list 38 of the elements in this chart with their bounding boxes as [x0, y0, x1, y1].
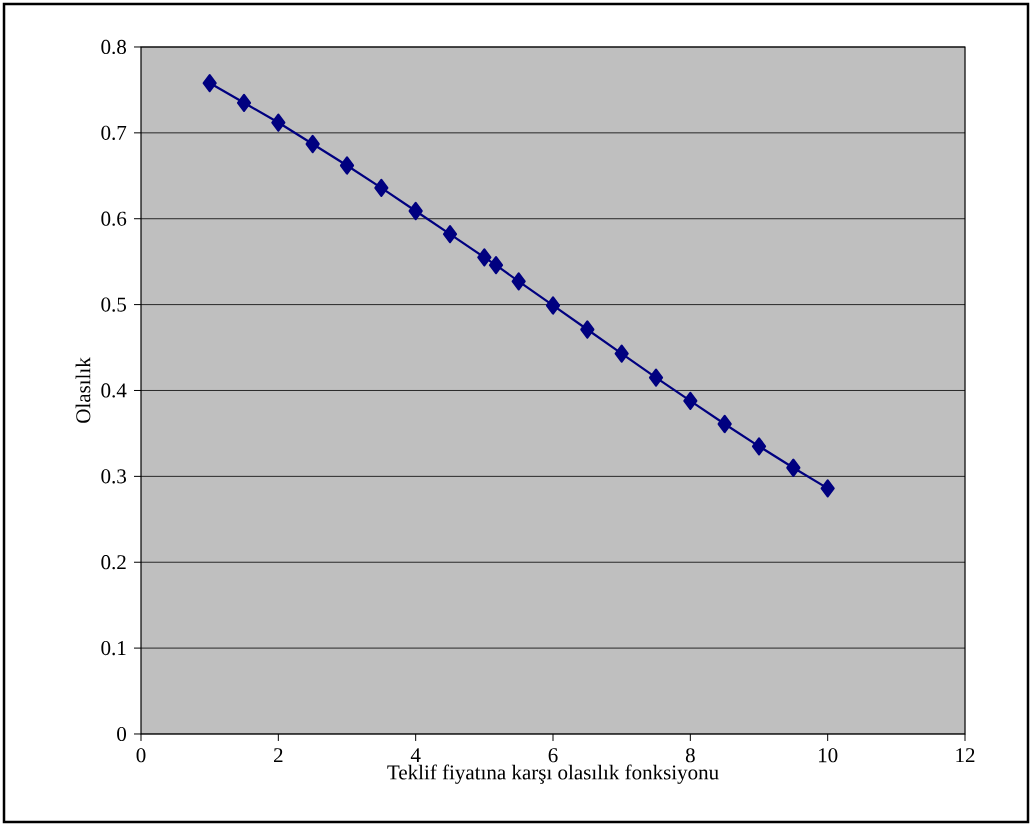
- point: [442, 225, 458, 244]
- x-tick-label: 4: [410, 748, 421, 763]
- point: [305, 134, 320, 154]
- point: [648, 368, 664, 387]
- y-tick-label: 0.2: [101, 555, 126, 570]
- x-tick-label: 12: [956, 748, 975, 763]
- x-tick-label: 6: [548, 748, 558, 763]
- point: [820, 479, 835, 498]
- x-tick-label: 0: [136, 748, 146, 763]
- y-tick-label: 0.8: [101, 39, 127, 55]
- point: [477, 248, 492, 267]
- x-tick-label: 8: [685, 748, 695, 763]
- point: [488, 256, 504, 275]
- point: [580, 320, 595, 339]
- point: [408, 201, 423, 221]
- point: [751, 437, 767, 456]
- x-axis-title: Teklif fiyatına karşı olasılık fonksiyonu: [387, 764, 719, 784]
- point: [511, 272, 526, 291]
- y-tick-label: 0.1: [101, 640, 126, 656]
- point: [339, 156, 355, 175]
- point: [614, 344, 629, 363]
- y-tick-label: 0.3: [101, 469, 126, 484]
- point: [786, 458, 801, 477]
- point: [236, 93, 252, 112]
- point: [202, 73, 217, 93]
- x-tick-label: 10: [819, 748, 838, 763]
- y-tick-label: 0.7: [101, 125, 127, 140]
- y-tick-label: 0.5: [101, 297, 126, 312]
- point: [683, 391, 698, 410]
- point: [717, 414, 732, 434]
- y-tick-label: 0.6: [101, 211, 127, 226]
- y-tick-label: 0.4: [101, 383, 127, 398]
- y-tick-label: 0: [117, 726, 127, 742]
- point: [374, 178, 389, 197]
- point: [271, 113, 286, 132]
- point: [545, 296, 561, 315]
- y-axis-title: Olasılık: [75, 357, 91, 423]
- x-tick-label: 2: [274, 748, 283, 763]
